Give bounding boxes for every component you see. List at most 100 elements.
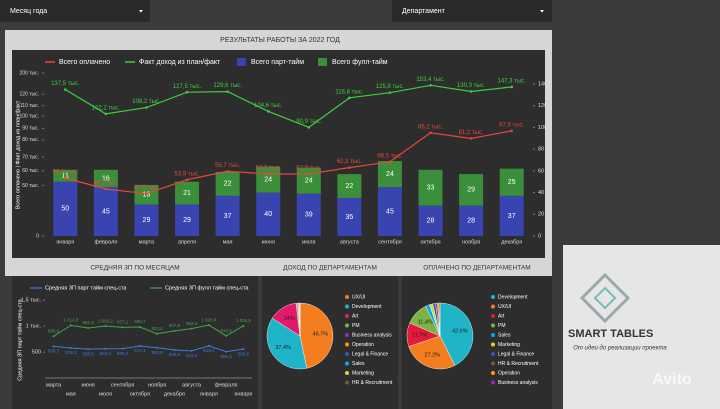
legend-swatch — [345, 371, 349, 375]
legend-label: Всего парт-тайм — [251, 58, 304, 66]
legend-swatch — [491, 361, 495, 366]
legend-swatch — [491, 352, 495, 356]
y-tick-label: 0 — [36, 233, 39, 239]
legend-label: Всего фулл-тайм — [332, 58, 388, 66]
y-tick-label: 50 тыс. — [22, 183, 39, 189]
point-label: 153,4 тыс. — [416, 77, 445, 83]
x-tick-label: февраля — [94, 239, 117, 245]
x-tick-label: сентября — [111, 382, 134, 388]
point-label: 57,9 тыс. — [296, 165, 321, 171]
point-label: 129,6 тыс. — [213, 83, 242, 89]
x-tick-label: апреля — [178, 239, 196, 245]
bar — [418, 169, 443, 206]
y2-tick-label: 60 — [538, 168, 544, 174]
point-label: 53,9 тыс. — [175, 171, 200, 177]
y-axis-title: Всего оплачено | Факт доход из план/факт — [15, 100, 21, 209]
bar — [337, 174, 362, 198]
point — [266, 110, 270, 113]
point-label: 55,1 тыс. — [53, 170, 78, 176]
y-tick-label: 100 тыс. — [19, 114, 39, 120]
bar-label: 18 — [143, 192, 151, 199]
bar-label: 39 — [305, 212, 313, 219]
y-tick-label: 120 тыс. — [19, 92, 39, 98]
pie-label: 46,7% — [313, 331, 329, 337]
point — [185, 178, 189, 182]
bar-label: 21 — [183, 190, 191, 197]
bar — [53, 181, 78, 236]
legend-swatch — [345, 323, 349, 328]
point — [87, 348, 90, 351]
x-tick-label: мая — [223, 239, 233, 245]
legend-label: Marketing — [498, 342, 520, 348]
point-label: 102,2 тыс. — [92, 105, 121, 111]
income-title: ДОХОД ПО ДЕПАРТАМЕНТАМ — [283, 265, 377, 272]
bar-label: 24 — [305, 177, 313, 184]
point-label: 1 005,5 — [236, 318, 252, 323]
point — [348, 166, 351, 169]
point-label: 147,3 тыс. — [497, 79, 526, 85]
point-label: 57,8 тыс. — [256, 166, 281, 172]
point — [510, 85, 514, 89]
point-label: 977,1 — [117, 320, 129, 325]
point — [190, 349, 193, 352]
legend-label: Marketing — [352, 370, 374, 376]
y-tick-label: 1 тыс. — [26, 324, 42, 330]
x-tick-label: декабря — [501, 239, 522, 245]
point — [429, 84, 432, 87]
bar — [499, 195, 524, 236]
point-label: 578,3 — [65, 350, 77, 355]
point-label: 108,2 тыс. — [132, 99, 161, 105]
bar — [215, 171, 240, 196]
bar — [377, 187, 402, 236]
legend-label: Средняя ЗП фулл тайм спец-ста — [165, 284, 249, 291]
line — [65, 130, 512, 195]
pie-slice — [439, 302, 474, 366]
y2-tick-label: 80 — [538, 147, 544, 153]
bar-label: 24 — [386, 171, 394, 178]
x-tick-label: августа — [340, 239, 360, 245]
x-tick-label: мая — [66, 391, 76, 397]
point-label: 555,6 — [82, 351, 94, 356]
point-label: 86,2 тыс. — [418, 124, 443, 130]
legend-label: PM — [352, 323, 360, 329]
month-filter[interactable] — [0, 0, 150, 22]
bar-label: 29 — [143, 217, 151, 224]
y-tick-label: 70 тыс. — [22, 154, 39, 160]
month-filter-label: Месяц года — [10, 8, 47, 15]
paid-title: ОПЛАЧЕНО ПО ДЕПАРТАМЕНТАМ — [423, 265, 530, 272]
point — [145, 192, 148, 195]
point — [104, 112, 108, 116]
point-label: 566,2 — [117, 351, 129, 356]
point-label: 1 001,2 — [98, 318, 114, 323]
pie-label: 14% — [284, 316, 295, 322]
salary-panel — [12, 276, 258, 409]
x-tick-label: августа — [182, 382, 202, 388]
legend-label: Legal & Finance — [352, 351, 388, 357]
x-tick-label: февраля — [215, 382, 238, 388]
point-label: 125,8 тыс. — [376, 84, 405, 90]
point-label: 962,9 — [82, 320, 94, 325]
department-filter[interactable] — [392, 0, 552, 22]
point — [429, 131, 432, 135]
bar — [499, 168, 524, 196]
bar-label: 40 — [264, 211, 272, 218]
point — [207, 324, 210, 327]
legend-label: Sales — [498, 332, 511, 338]
point-label: 556,6 — [238, 351, 250, 356]
point-label: 952,3 — [186, 321, 198, 326]
point — [225, 350, 228, 353]
bar-label: 22 — [224, 181, 232, 188]
legend-swatch — [345, 361, 349, 366]
bar-label: 16 — [102, 175, 110, 182]
bar-label: 25 — [508, 179, 516, 186]
y-tick-label: 110 тыс. — [20, 103, 39, 109]
point — [69, 347, 72, 350]
legend-label: Development — [498, 294, 528, 300]
legend-swatch — [345, 380, 349, 385]
point-label: 506,3 — [220, 354, 232, 359]
pie-slice — [299, 302, 334, 369]
legend-swatch — [318, 58, 327, 66]
point — [104, 187, 108, 191]
legend-swatch — [491, 314, 495, 318]
point — [87, 327, 90, 330]
